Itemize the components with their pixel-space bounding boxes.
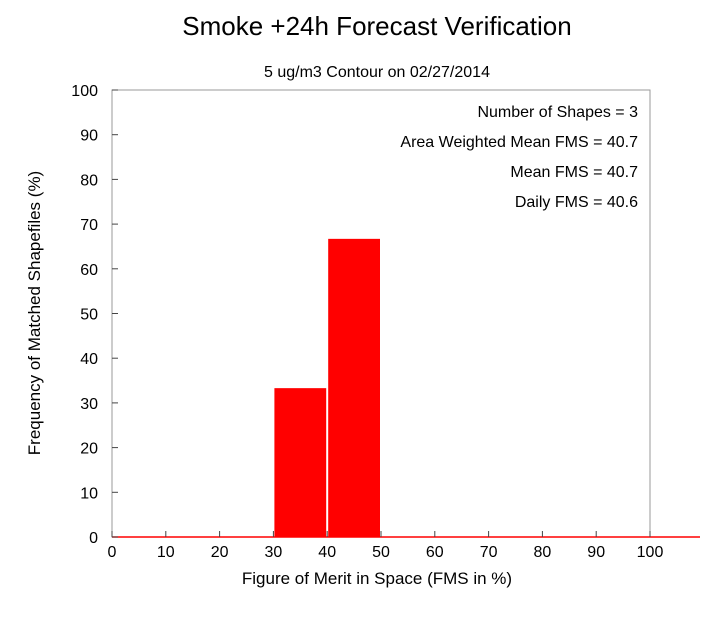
y-tick-label: 90 bbox=[80, 128, 98, 145]
x-tick-label: 50 bbox=[372, 544, 390, 561]
x-axis-label: Figure of Merit in Space (FMS in %) bbox=[242, 569, 512, 588]
y-tick-label: 40 bbox=[80, 351, 98, 368]
x-tick-label: 10 bbox=[157, 544, 175, 561]
y-tick-label: 20 bbox=[80, 441, 98, 458]
stats-annotation: Daily FMS = 40.6 bbox=[515, 194, 638, 211]
y-tick-label: 30 bbox=[80, 396, 98, 413]
x-tick-label: 0 bbox=[108, 544, 117, 561]
y-tick-label: 80 bbox=[80, 172, 98, 189]
x-tick-label: 70 bbox=[480, 544, 498, 561]
chart-subtitle: 5 ug/m3 Contour on 02/27/2014 bbox=[264, 64, 490, 81]
histogram-bar bbox=[328, 238, 380, 537]
y-tick-label: 60 bbox=[80, 262, 98, 279]
y-tick-label: 100 bbox=[71, 83, 98, 100]
y-tick-label: 10 bbox=[80, 485, 98, 502]
stats-annotation: Area Weighted Mean FMS = 40.7 bbox=[400, 134, 638, 151]
y-tick-label: 50 bbox=[80, 307, 98, 324]
x-tick-label: 60 bbox=[426, 544, 444, 561]
x-tick-label: 90 bbox=[587, 544, 605, 561]
stats-annotation: Number of Shapes = 3 bbox=[477, 104, 638, 121]
x-tick-label: 30 bbox=[265, 544, 283, 561]
x-tick-label: 40 bbox=[318, 544, 336, 561]
chart-title: Smoke +24h Forecast Verification bbox=[182, 11, 571, 41]
x-tick-label: 20 bbox=[211, 544, 229, 561]
x-tick-label: 80 bbox=[534, 544, 552, 561]
histogram-bar bbox=[274, 388, 327, 537]
y-tick-label: 0 bbox=[89, 530, 98, 547]
plot-area: 0 10 20 30 40 50 60 70 80 90 100 0 10 20 30 40 50 60 70 80 9… bbox=[71, 83, 700, 561]
x-tick-label: 100 bbox=[637, 544, 664, 561]
y-axis-label: Frequency of Matched Shapefiles (%) bbox=[25, 171, 44, 455]
stats-annotation: Mean FMS = 40.7 bbox=[510, 164, 638, 181]
y-tick-label: 70 bbox=[80, 217, 98, 234]
plot-frame bbox=[111, 89, 651, 538]
